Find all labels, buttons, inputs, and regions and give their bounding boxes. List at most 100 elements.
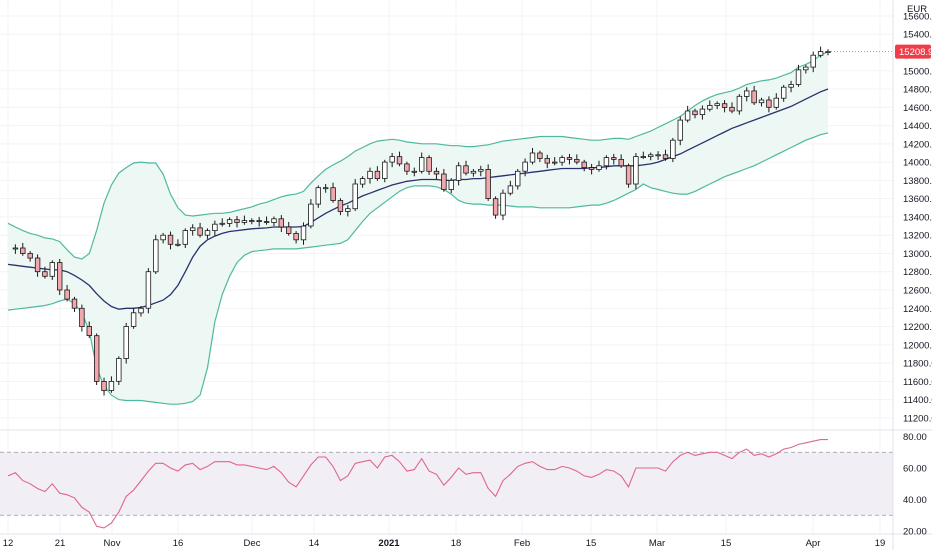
candle[interactable]: [197, 222, 203, 238]
candle[interactable]: [611, 153, 617, 165]
candle[interactable]: [278, 215, 284, 233]
candle[interactable]: [130, 307, 137, 329]
candle[interactable]: [552, 157, 558, 166]
candle[interactable]: [396, 151, 403, 167]
candle[interactable]: [108, 376, 115, 393]
candle[interactable]: [308, 199, 314, 229]
candle[interactable]: [219, 218, 225, 227]
candle[interactable]: [20, 242, 26, 256]
candle[interactable]: [116, 356, 122, 386]
candle[interactable]: [411, 167, 417, 177]
candle[interactable]: [736, 94, 743, 115]
candle[interactable]: [300, 222, 307, 245]
candle[interactable]: [662, 149, 669, 161]
candle[interactable]: [404, 161, 410, 175]
candle[interactable]: [455, 162, 462, 186]
candle[interactable]: [529, 147, 536, 165]
candle[interactable]: [588, 163, 595, 175]
candle[interactable]: [522, 158, 528, 177]
candle[interactable]: [810, 51, 816, 73]
candle[interactable]: [773, 93, 779, 110]
candle[interactable]: [167, 231, 174, 250]
candle[interactable]: [182, 228, 188, 248]
candle[interactable]: [677, 116, 683, 146]
candle[interactable]: [463, 160, 469, 176]
candle[interactable]: [345, 205, 351, 217]
candle[interactable]: [492, 196, 499, 219]
candle[interactable]: [633, 152, 639, 190]
candle[interactable]: [271, 216, 277, 227]
candle[interactable]: [212, 220, 218, 236]
candle[interactable]: [640, 151, 646, 159]
candle[interactable]: [729, 102, 735, 114]
candle[interactable]: [655, 151, 661, 160]
candle[interactable]: [138, 305, 144, 317]
candle[interactable]: [537, 150, 543, 163]
candle[interactable]: [566, 153, 573, 165]
candle[interactable]: [795, 64, 802, 87]
candle[interactable]: [426, 155, 432, 175]
candle[interactable]: [418, 152, 425, 174]
candle[interactable]: [359, 176, 366, 188]
candle[interactable]: [485, 164, 491, 201]
candle[interactable]: [315, 185, 321, 208]
candle[interactable]: [803, 64, 809, 74]
candle[interactable]: [441, 168, 447, 192]
candle[interactable]: [27, 251, 33, 262]
candle[interactable]: [596, 160, 602, 172]
candle[interactable]: [337, 198, 344, 216]
candle[interactable]: [94, 333, 100, 386]
rsi-panel[interactable]: [0, 439, 893, 529]
candle[interactable]: [226, 217, 233, 227]
candle[interactable]: [86, 321, 92, 338]
candle[interactable]: [293, 231, 299, 244]
candle[interactable]: [123, 322, 129, 364]
candle[interactable]: [204, 228, 211, 239]
candle[interactable]: [153, 234, 159, 275]
candle[interactable]: [788, 80, 794, 93]
candle[interactable]: [751, 85, 757, 106]
candle[interactable]: [57, 258, 63, 296]
candle[interactable]: [817, 46, 824, 58]
candle[interactable]: [367, 167, 373, 184]
candle[interactable]: [744, 87, 750, 102]
candle[interactable]: [544, 154, 550, 169]
candle[interactable]: [714, 101, 720, 110]
candle[interactable]: [64, 284, 70, 302]
candle[interactable]: [625, 163, 632, 188]
candle[interactable]: [42, 266, 48, 279]
candle[interactable]: [249, 218, 255, 225]
candle[interactable]: [448, 178, 454, 194]
candle[interactable]: [758, 97, 765, 107]
candle[interactable]: [189, 224, 196, 236]
candle[interactable]: [478, 165, 484, 177]
candle[interactable]: [49, 260, 55, 280]
candle[interactable]: [766, 96, 772, 113]
candle[interactable]: [241, 215, 248, 225]
candle[interactable]: [618, 154, 624, 169]
candle[interactable]: [684, 105, 691, 123]
candle[interactable]: [470, 168, 477, 177]
candlesticks[interactable]: [12, 46, 831, 396]
candle[interactable]: [515, 168, 521, 190]
candle[interactable]: [559, 155, 565, 166]
candle[interactable]: [256, 216, 262, 227]
candle[interactable]: [670, 137, 676, 163]
candle[interactable]: [382, 159, 388, 183]
candle[interactable]: [79, 304, 85, 332]
candle[interactable]: [101, 377, 107, 396]
candle[interactable]: [781, 84, 787, 102]
candle[interactable]: [500, 189, 506, 221]
candle[interactable]: [433, 167, 440, 180]
candle[interactable]: [603, 155, 610, 170]
candle[interactable]: [352, 179, 358, 211]
candle[interactable]: [374, 166, 381, 181]
candle[interactable]: [34, 254, 41, 277]
candle[interactable]: [692, 108, 698, 119]
candle[interactable]: [330, 182, 336, 203]
candle[interactable]: [699, 105, 706, 120]
candle[interactable]: [648, 152, 654, 161]
candle[interactable]: [234, 216, 240, 228]
